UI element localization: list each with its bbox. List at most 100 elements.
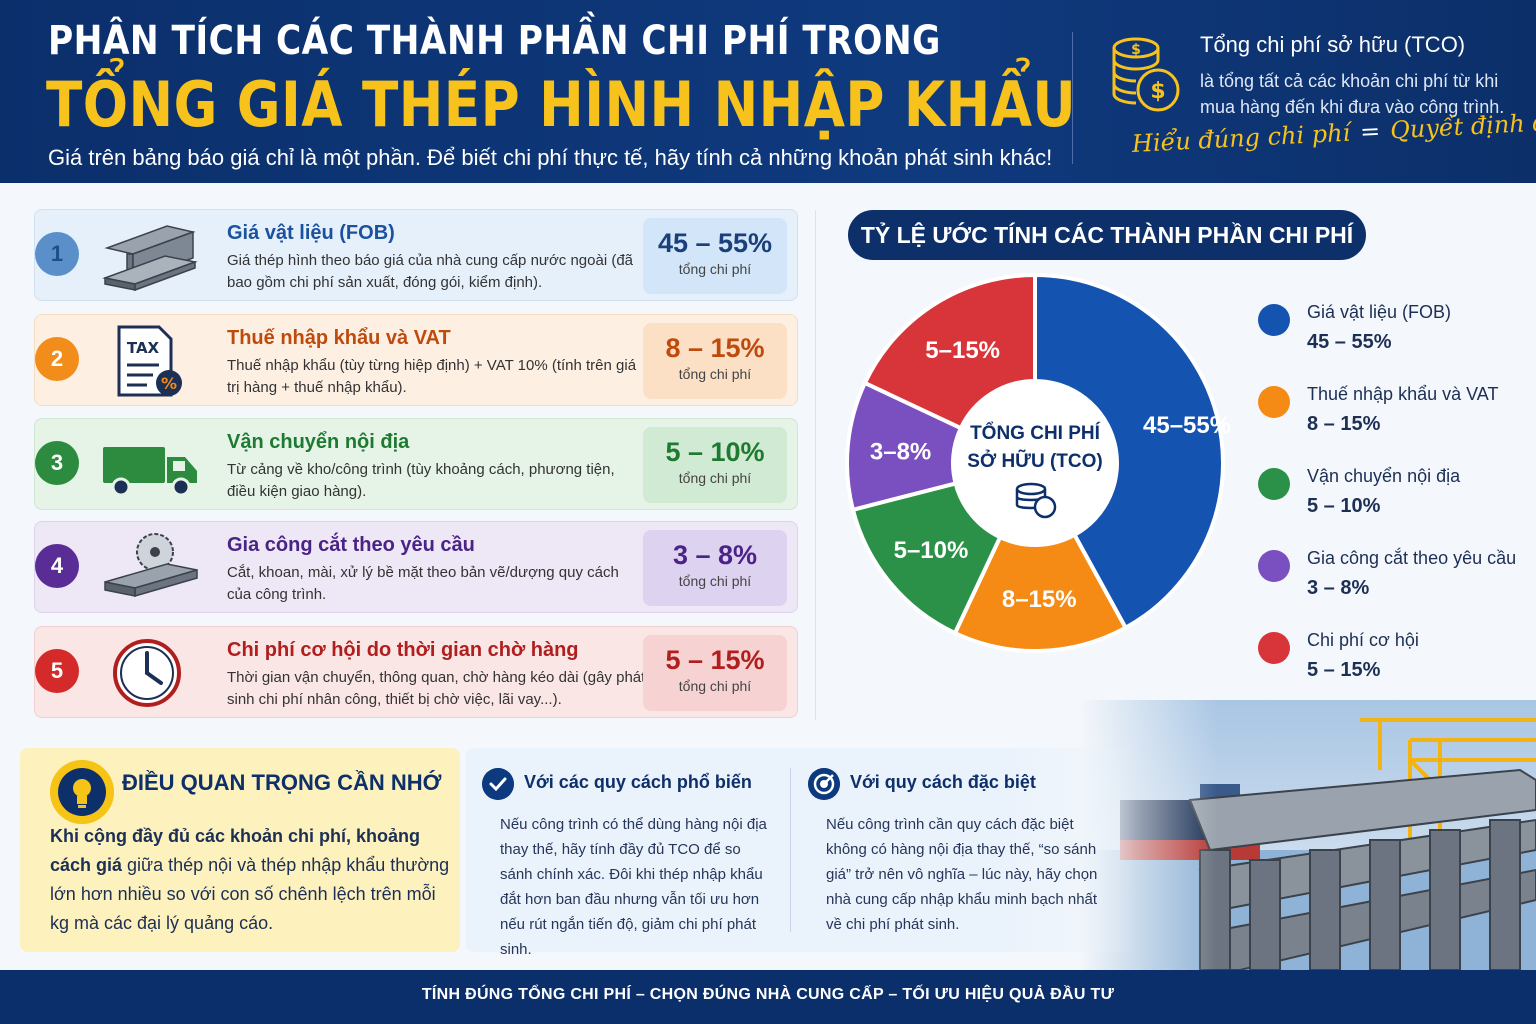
pie-slice: [1033, 272, 1225, 631]
cutting-saw-icon: [104, 533, 198, 597]
svg-text:%: %: [161, 374, 177, 393]
item-title: Giá vật liệu (FOB): [227, 222, 395, 244]
lightbulb-icon: [50, 760, 114, 824]
legend-name: Thuế nhập khẩu và VAT: [1307, 384, 1499, 404]
tco-title: Tổng chi phí sở hữu (TCO): [1200, 32, 1466, 57]
tagline-equals: =: [1359, 117, 1381, 147]
legend-color-dot: [1258, 550, 1290, 582]
footer-slogan: TÍNH ĐÚNG TỔNG CHI PHÍ – CHỌN ĐÚNG NHÀ C…: [421, 986, 1115, 1003]
truck-icon: [103, 447, 197, 497]
info-special-specs: Với quy cách đặc biệt Nếu công trình cần…: [792, 748, 1112, 952]
header-banner: PHÂN TÍCH CÁC THÀNH PHẦN CHI PHÍ TRONG T…: [0, 0, 1536, 183]
legend-item: Giá vật liệu (FOB) 45 – 55%: [1258, 300, 1528, 360]
info-common-title: Với các quy cách phổ biến: [524, 772, 752, 792]
legend-name: Giá vật liệu (FOB): [1307, 302, 1452, 322]
pie-slice: [850, 480, 1003, 636]
percentage-label: tổng chi phí: [678, 678, 752, 694]
legend-value: 5 – 10%: [1307, 495, 1381, 517]
check-circle-icon: [482, 768, 514, 800]
info-panel: Với các quy cách phổ biến Nếu công trình…: [466, 748, 1136, 958]
legend-value: 8 – 15%: [1307, 413, 1381, 435]
item-description: Cắt, khoan, mài, xử lý bề mặt theo bản v…: [227, 564, 619, 603]
legend-name: Gia công cắt theo yêu cầu: [1307, 548, 1517, 568]
title-line1: PHÂN TÍCH CÁC THÀNH PHẦN CHI PHÍ TRONG: [48, 18, 941, 64]
legend-item: Gia công cắt theo yêu cầu 3 – 8%: [1258, 546, 1528, 606]
coins-icon: [1015, 482, 1057, 519]
port-steel-image: [1080, 700, 1536, 970]
slice-label: 5–10%: [894, 537, 969, 564]
chart-title: TỶ LỆ ƯỚC TÍNH CÁC THÀNH PHẦN CHI PHÍ: [848, 210, 1366, 260]
item-percentage: 8 – 15%: [665, 333, 765, 363]
cost-item-material: 1 Giá vật liệu (FOB) Giá thép hình theo …: [34, 209, 798, 301]
subtitle: Giá trên bảng báo giá chỉ là một phần. Đ…: [48, 145, 1053, 170]
item-percentage: 5 – 10%: [665, 437, 765, 467]
title-line2: TỔNG GIÁ THÉP HÌNH NHẬP KHẨU: [46, 68, 1077, 141]
cost-item-cutting: 4 Gia công cắt theo yêu cầu Cắt, khoan, …: [34, 521, 798, 613]
item-description: Thời gian vận chuyển, thông quan, chờ hà…: [227, 669, 646, 708]
slice-label: 3–8%: [870, 438, 931, 465]
info-separator: [790, 768, 791, 932]
tagline-left: Hiểu đúng chi phí: [1131, 118, 1351, 158]
coins-dollar-icon: $ $: [1112, 37, 1180, 112]
item-description: Thuế nhập khẩu (tùy từng hiệp định) + VA…: [227, 357, 637, 396]
info-common-text: Nếu công trình có thể dùng hàng nội địa …: [500, 816, 767, 958]
legend-item: Vận chuyển nội địa 5 – 10%: [1258, 464, 1528, 524]
percentage-box: 8 – 15% tổng chi phí: [643, 323, 787, 399]
item-title: Chi phí cơ hội do thời gian chờ hàng: [227, 639, 579, 661]
slice-label: 8–15%: [1002, 586, 1077, 613]
legend-item: Thuế nhập khẩu và VAT 8 – 15%: [1258, 382, 1528, 442]
header-divider: [1072, 32, 1073, 164]
legend-value: 5 – 15%: [1307, 659, 1381, 681]
cost-item-transport: 3 Vận chuyển nội địa Từ cảng về kho/công…: [34, 418, 798, 510]
legend-color-dot: [1258, 468, 1290, 500]
percentage-label: tổng chi phí: [678, 366, 752, 382]
section-divider: [815, 210, 816, 720]
reminder-panel: ĐIỀU QUAN TRỌNG CẦN NHỚ Khi cộng đầy đủ …: [20, 748, 460, 952]
donut-chart: 45–55% 8–15% 5–10% 3–8% 5–15% TỔNG CHI PHÍ SỞ …: [845, 272, 1230, 653]
pie-slice: [862, 272, 1037, 431]
tax-document-icon: TAX %: [117, 325, 182, 397]
item-number: 5: [35, 649, 79, 693]
percentage-label: tổng chi phí: [678, 261, 752, 277]
pie-slice: [952, 532, 1129, 653]
percentage-box: 3 – 8% tổng chi phí: [643, 530, 787, 606]
item-percentage: 45 – 55%: [657, 228, 773, 258]
donut-center-label: SỞ HỮU (TCO): [967, 450, 1102, 472]
slice-label: 5–15%: [925, 337, 1000, 364]
legend-color-dot: [1258, 386, 1290, 418]
item-description: Giá thép hình theo báo giá của nhà cung …: [227, 252, 634, 291]
donut-center-label: TỔNG CHI PHÍ: [970, 422, 1101, 444]
svg-text:$: $: [1150, 79, 1165, 104]
percentage-box: 45 – 55% tổng chi phí: [643, 218, 787, 294]
item-title: Thuế nhập khẩu và VAT: [227, 327, 451, 349]
legend-color-dot: [1258, 304, 1290, 336]
info-special-title: Với quy cách đặc biệt: [850, 772, 1036, 792]
slice-label: 45–55%: [1143, 412, 1230, 439]
cost-item-tax: 2 TAX % Thuế nhập khẩu và VAT Thuế nhập …: [34, 314, 798, 406]
percentage-label: tổng chi phí: [678, 470, 752, 486]
target-icon: [808, 768, 840, 800]
legend-name: Chi phí cơ hội: [1307, 630, 1419, 650]
legend-value: 45 – 55%: [1307, 331, 1392, 353]
item-percentage: 3 – 8%: [672, 540, 758, 570]
percentage-label: tổng chi phí: [678, 573, 752, 589]
legend-name: Vận chuyển nội địa: [1307, 466, 1461, 486]
reminder-title: ĐIỀU QUAN TRỌNG CẦN NHỚ: [122, 770, 442, 795]
item-title: Vận chuyển nội địa: [227, 431, 410, 453]
donut-center: [955, 383, 1115, 543]
legend-item: Chi phí cơ hội 5 – 15%: [1258, 628, 1528, 688]
percentage-box: 5 – 10% tổng chi phí: [643, 427, 787, 503]
item-percentage: 5 – 15%: [665, 645, 765, 675]
item-number: 3: [35, 441, 79, 485]
svg-text:$: $: [1131, 42, 1141, 58]
tco-description: là tổng tất cả các khoản chi phí từ khi …: [1200, 71, 1505, 117]
clock-icon: [113, 639, 181, 707]
reminder-text-rest: giữa thép nội và thép nhập khẩu thường l…: [50, 855, 450, 933]
percentage-box: 5 – 15% tổng chi phí: [643, 635, 787, 711]
item-description: Từ cảng về kho/công trình (tùy khoảng cá…: [227, 461, 615, 500]
steel-beam-icon: [102, 225, 198, 292]
item-number: 2: [35, 337, 79, 381]
reminder-text: Khi cộng đầy đủ các khoản chi phí, khoản…: [50, 822, 454, 938]
reminder-text-bold: Khi cộng đầy đủ các khoản chi phí, khoản…: [50, 826, 421, 875]
info-common-specs: Với các quy cách phổ biến Nếu công trình…: [466, 748, 786, 958]
